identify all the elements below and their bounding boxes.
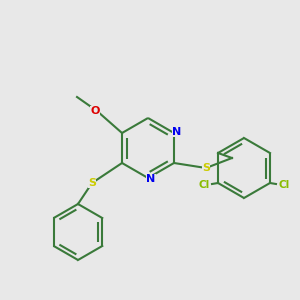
Text: O: O [90,106,100,116]
Text: S: S [202,163,210,173]
Text: S: S [88,178,96,188]
Text: N: N [172,127,182,137]
Text: Cl: Cl [198,180,210,190]
Text: N: N [146,174,156,184]
Text: Cl: Cl [278,180,290,190]
